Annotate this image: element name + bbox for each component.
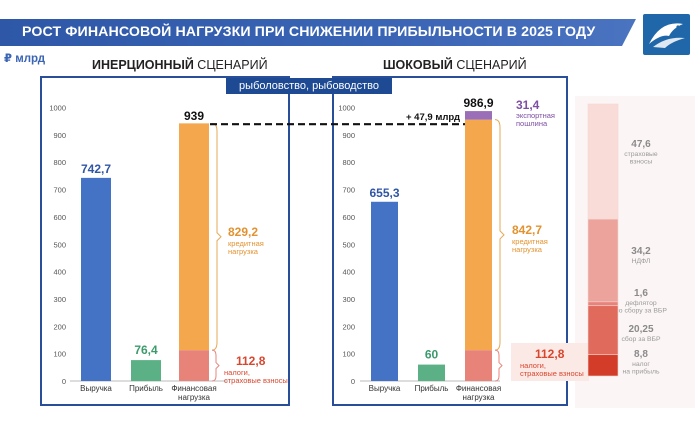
scenario-title-inertial-bold: ИНЕРЦИОННЫЙ bbox=[92, 58, 194, 72]
breakdown-text: сбор за ВБР bbox=[621, 335, 661, 343]
inertial-text-taxes: налоги, bbox=[224, 368, 250, 377]
shock-brace-taxes bbox=[494, 349, 503, 382]
breakdown-segment bbox=[587, 301, 619, 307]
delta-label: + 47,9 млрд bbox=[406, 112, 460, 123]
inertial-ytick: 900 bbox=[53, 131, 66, 140]
shock-label-export: 31,4 bbox=[516, 98, 540, 112]
panel-shock bbox=[332, 76, 568, 406]
inertial-ytick: 300 bbox=[53, 295, 66, 304]
inertial-text-taxes: страховые взносы bbox=[224, 376, 288, 385]
breakdown-text: НДФЛ bbox=[632, 258, 651, 265]
inertial-ytick: 0 bbox=[62, 377, 66, 386]
inertial-brace-credit bbox=[211, 122, 222, 351]
shock-ytick: 0 bbox=[351, 377, 355, 386]
inertial-ytick: 500 bbox=[53, 240, 66, 249]
shock-ytick: 100 bbox=[342, 350, 355, 359]
page-title: РОСТ ФИНАНСОВОЙ НАГРУЗКИ ПРИ СНИЖЕНИИ ПР… bbox=[22, 24, 596, 40]
shock-ytick: 600 bbox=[342, 213, 355, 222]
breakdown-value: 8,8 bbox=[634, 349, 648, 360]
shock-category-label: Выручка bbox=[369, 384, 401, 393]
shock-text-export: экспортная bbox=[516, 111, 555, 120]
inertial-bar-profit bbox=[131, 360, 161, 381]
inertial-category-label: нагрузка bbox=[178, 393, 210, 402]
shock-text-export: пошлина bbox=[516, 119, 548, 128]
breakdown-text: по сбору за ВБР bbox=[615, 307, 667, 315]
shock-label-load-total: 986,9 bbox=[463, 96, 493, 110]
inertial-text-credit: нагрузка bbox=[228, 247, 259, 256]
breakdown-text: взносы bbox=[630, 159, 653, 166]
shock-ytick: 1000 bbox=[338, 104, 355, 113]
panel-inertial bbox=[40, 76, 290, 406]
breakdown-text: налог bbox=[632, 361, 650, 368]
logo bbox=[643, 14, 690, 55]
unit-label: ₽ млрд bbox=[4, 53, 46, 65]
shock-bar-load-export bbox=[465, 111, 492, 120]
breakdown-text: страховые bbox=[624, 151, 658, 158]
breakdown-value: 20,25 bbox=[628, 324, 653, 335]
shock-ytick: 300 bbox=[342, 295, 355, 304]
breakdown-value: 47,6 bbox=[631, 139, 651, 150]
shock-label-credit: 842,7 bbox=[512, 223, 542, 237]
breakdown-value: 1,6 bbox=[634, 288, 648, 299]
shock-text-credit: кредитная bbox=[512, 237, 548, 246]
shock-ytick: 400 bbox=[342, 268, 355, 277]
scenario-title-shock-rest: СЦЕНАРИЙ bbox=[452, 58, 527, 72]
industry-badge: рыболовство, рыбоводство bbox=[226, 78, 392, 94]
shock-bar-load-credit bbox=[465, 119, 492, 351]
inertial-ytick: 700 bbox=[53, 186, 66, 195]
breakdown-text: на прибыль bbox=[623, 368, 660, 376]
shock-text-taxes: страховые взносы bbox=[520, 369, 584, 378]
inertial-label-credit: 829,2 bbox=[228, 225, 258, 239]
scenario-title-inertial: ИНЕРЦИОННЫЙ СЦЕНАРИЙ bbox=[92, 58, 268, 72]
inertial-brace-taxes bbox=[211, 349, 220, 382]
shock-text-taxes: налоги, bbox=[520, 361, 546, 370]
scenario-title-shock-bold: ШОКОВЫЙ bbox=[383, 58, 453, 72]
inertial-label-profit: 76,4 bbox=[134, 343, 158, 357]
shock-ytick: 200 bbox=[342, 322, 355, 331]
inertial-ytick: 600 bbox=[53, 213, 66, 222]
shock-ytick: 800 bbox=[342, 158, 355, 167]
inertial-category-label: Прибыль bbox=[129, 384, 163, 393]
shock-brace-credit bbox=[494, 119, 505, 351]
breakdown-segment bbox=[587, 354, 619, 377]
scenario-title-shock: ШОКОВЫЙ СЦЕНАРИЙ bbox=[383, 58, 527, 72]
shock-ytick: 900 bbox=[342, 131, 355, 140]
inertial-category-label: Выручка bbox=[80, 384, 112, 393]
inertial-bar-load-credit bbox=[179, 123, 209, 351]
inertial-bar-load-taxes bbox=[179, 350, 209, 381]
shock-label-profit: 60 bbox=[425, 348, 439, 362]
inertial-ytick: 100 bbox=[53, 350, 66, 359]
shock-category-label: нагрузка bbox=[463, 393, 495, 402]
shock-bar-revenue bbox=[371, 201, 398, 381]
inertial-category-label: Финансовая bbox=[171, 384, 216, 393]
shock-label-revenue: 655,3 bbox=[369, 186, 399, 200]
shock-text-credit: нагрузка bbox=[512, 245, 543, 254]
breakdown-text: дефлятор bbox=[625, 300, 657, 307]
shock-bar-profit bbox=[418, 364, 445, 381]
inertial-label-revenue: 742,7 bbox=[81, 162, 111, 176]
breakdown-segment bbox=[587, 305, 619, 356]
inertial-bar-revenue bbox=[81, 177, 111, 381]
inertial-ytick: 1000 bbox=[49, 104, 66, 113]
scenario-title-inertial-rest: СЦЕНАРИЙ bbox=[193, 58, 268, 72]
shock-bar-load-taxes bbox=[465, 350, 492, 381]
shock-label-taxes: 112,8 bbox=[535, 347, 565, 361]
inertial-ytick: 200 bbox=[53, 322, 66, 331]
shock-ytick: 700 bbox=[342, 186, 355, 195]
inertial-ytick: 800 bbox=[53, 158, 66, 167]
breakdown-value: 34,2 bbox=[631, 246, 651, 257]
inertial-text-credit: кредитная bbox=[228, 239, 264, 248]
fish-logo-icon bbox=[649, 23, 685, 48]
breakdown-segment bbox=[587, 218, 619, 303]
inertial-ytick: 400 bbox=[53, 268, 66, 277]
breakdown-segment bbox=[587, 103, 619, 220]
title-bar bbox=[0, 19, 636, 46]
shock-category-label: Прибыль bbox=[415, 384, 449, 393]
shock-taxes-highlight bbox=[511, 343, 589, 381]
inertial-label-load-total: 939 bbox=[184, 109, 204, 123]
inertial-label-taxes: 112,8 bbox=[236, 354, 266, 368]
shock-category-label: Финансовая bbox=[456, 384, 501, 393]
shock-ytick: 500 bbox=[342, 240, 355, 249]
